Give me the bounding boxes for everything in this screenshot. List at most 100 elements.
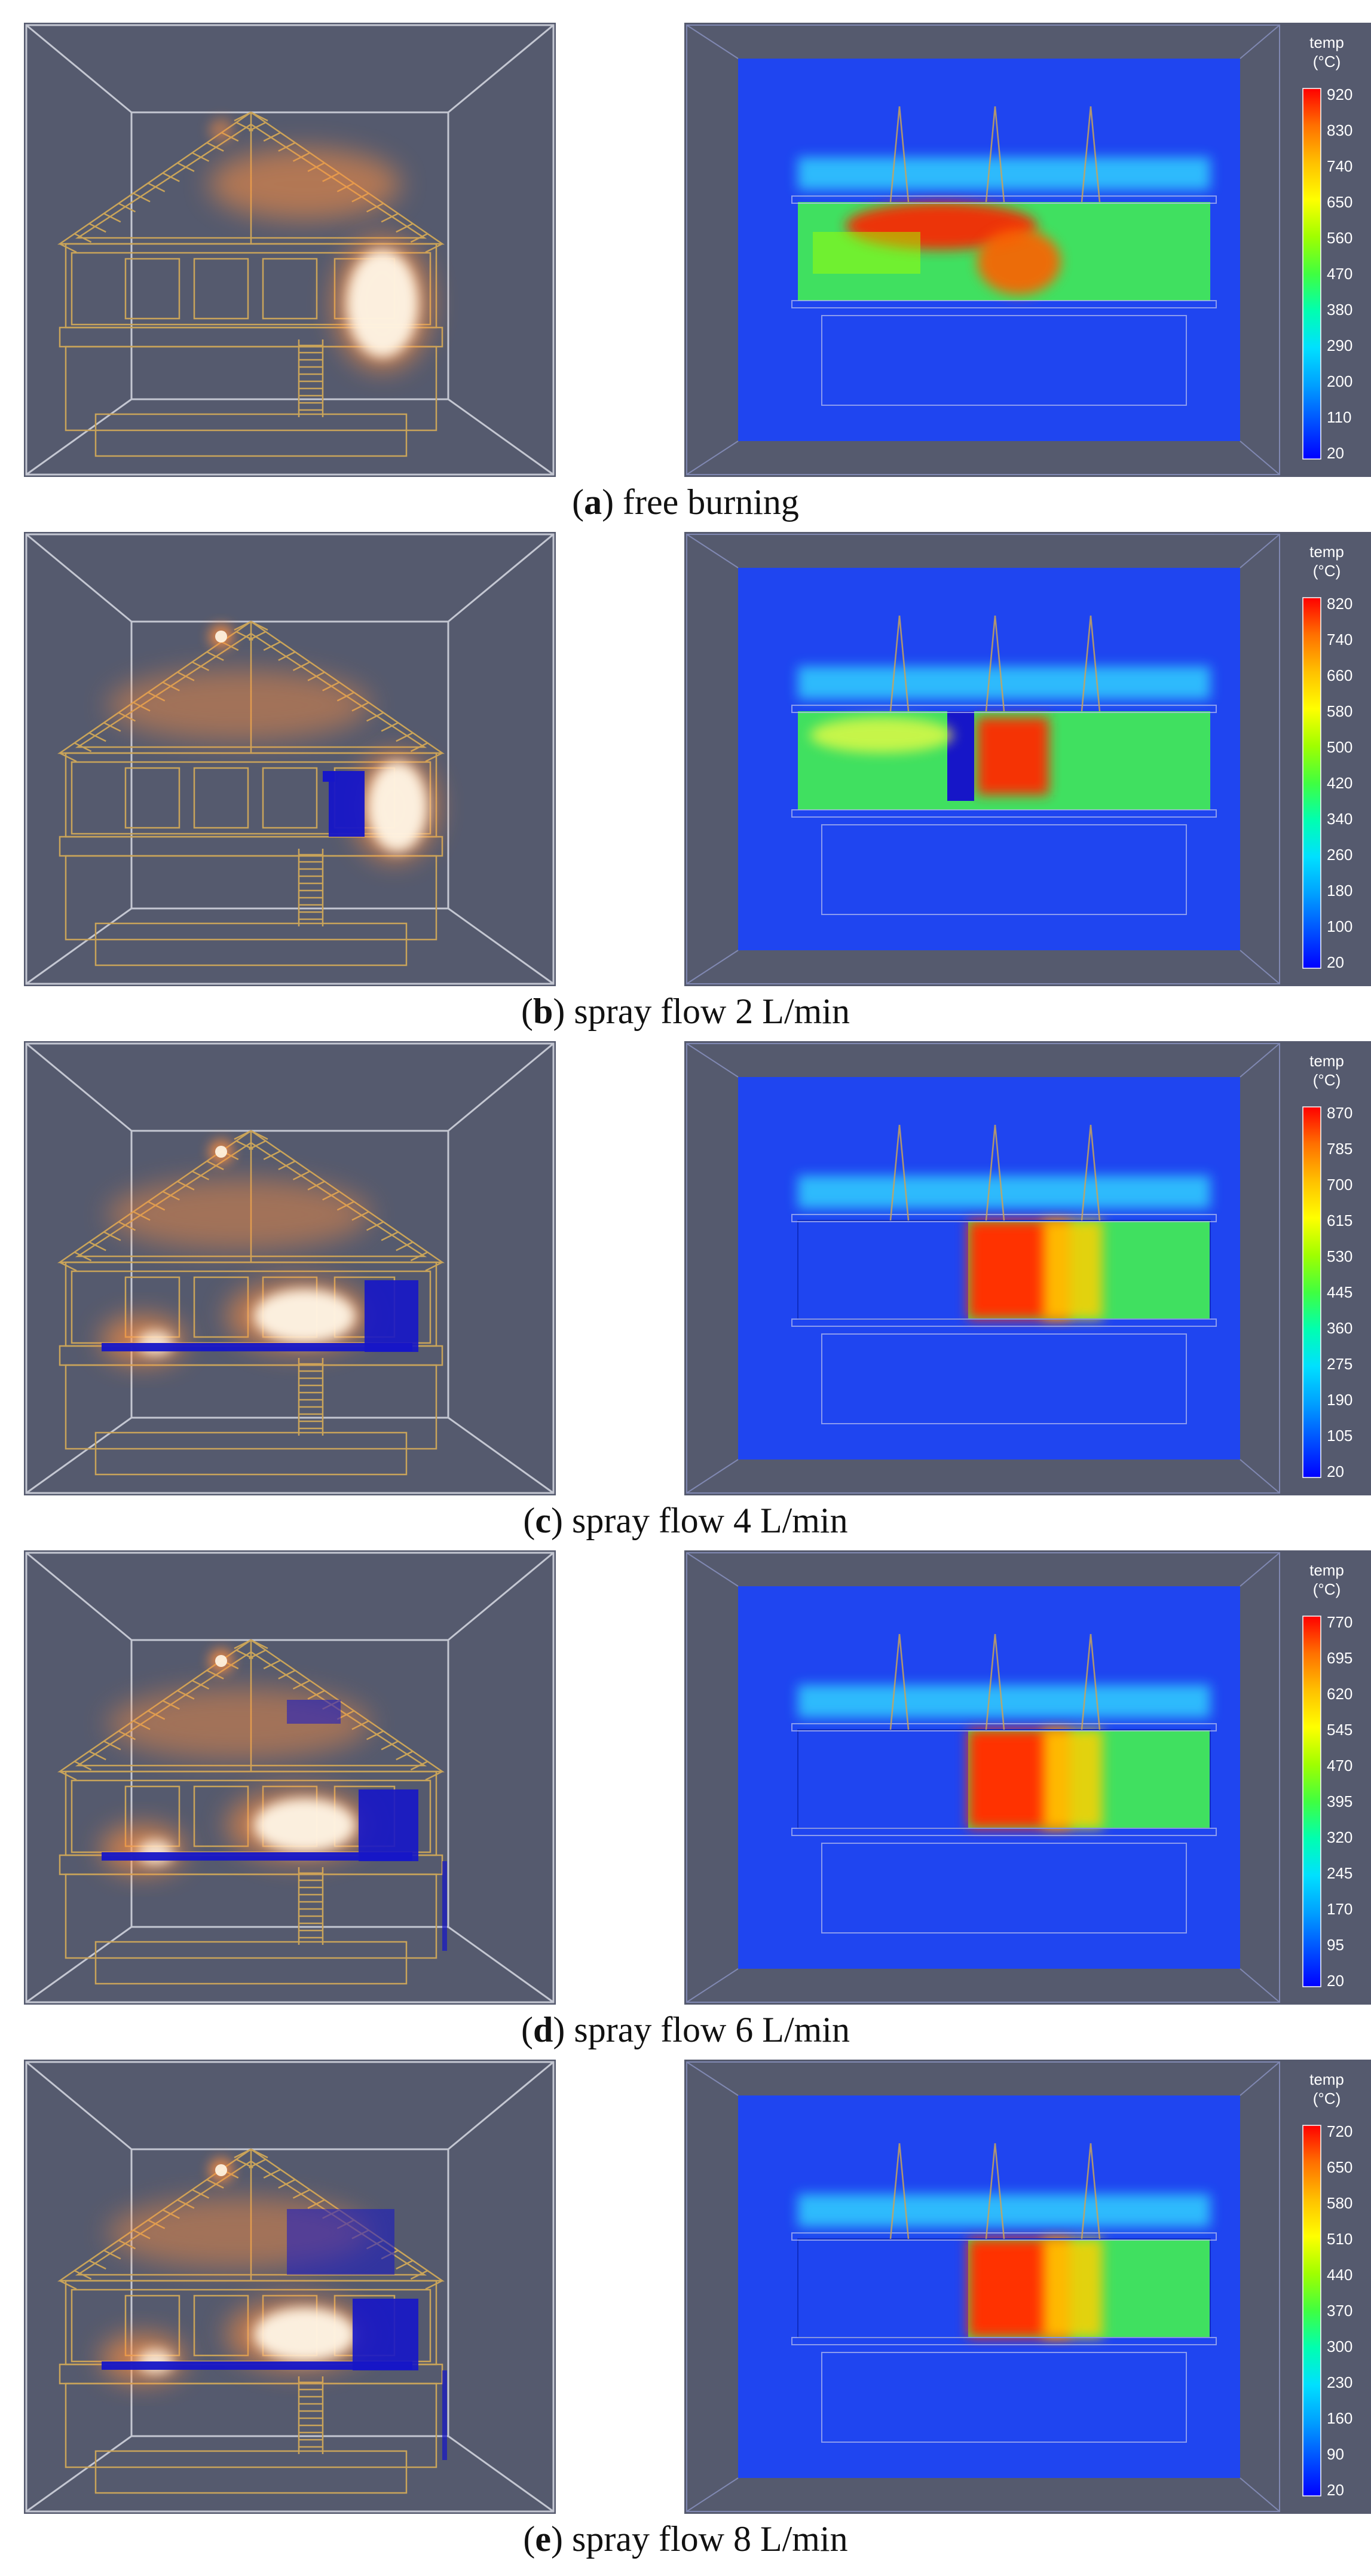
- colorbar-tick-label: 650: [1327, 2158, 1352, 2176]
- truss-outline: [889, 106, 1101, 203]
- panel-caption: (b) spray flow 2 L/min: [521, 992, 850, 1031]
- panel-caption: (a) free burning: [572, 482, 799, 522]
- legend-unit: (°C): [1313, 53, 1341, 71]
- colorbar-tick-label: 160: [1327, 2409, 1352, 2427]
- colorbar-tick-label: 510: [1327, 2230, 1352, 2248]
- fire-model-render: [24, 23, 556, 477]
- truss-outline: [889, 1633, 1101, 1730]
- colorbar-tick-label: 580: [1327, 2194, 1352, 2212]
- colorbar-tick-label: 445: [1327, 1283, 1352, 1301]
- scene-background: [24, 532, 556, 986]
- panel-caption: (c) spray flow 4 L/min: [523, 1501, 848, 1540]
- legend-title: temp: [1309, 33, 1344, 51]
- panel-caption-text: spray flow 4 L/min: [572, 1501, 848, 1540]
- colorbar-tick-label: 170: [1327, 1900, 1352, 1918]
- temperature-slab: [797, 1729, 1211, 1829]
- colorbar-tick-label: 545: [1327, 1721, 1352, 1739]
- truss-outline: [889, 1124, 1101, 1221]
- legend-title: temp: [1309, 1052, 1344, 1070]
- colorbar-tick-label: 720: [1327, 2122, 1352, 2140]
- colorbar-tick-label: 95: [1327, 1936, 1344, 1954]
- water-spray: [323, 771, 365, 837]
- legend-title: temp: [1309, 543, 1344, 561]
- colorbar-tick-label: 650: [1327, 193, 1352, 211]
- colorbar-tick-label: 920: [1327, 85, 1352, 103]
- colorbar-tick-label: 470: [1327, 1757, 1352, 1775]
- room-wireframe: [25, 2061, 555, 2513]
- water-spray: [102, 2209, 447, 2460]
- figure-panel-d: temp (°C) 770 695 620 545 470 395 320 245 170 95 20: [0, 1550, 1371, 2052]
- colorbar-tick-label: 870: [1327, 1104, 1352, 1122]
- legend-title: temp: [1309, 1561, 1344, 1579]
- figure-panel-b: temp (°C) 820 740 660 580 500 420 340 260 180 100 20: [0, 532, 1371, 1034]
- colorbar-tick-label: 290: [1327, 336, 1352, 354]
- colorbar-tick-label: 20: [1327, 953, 1344, 971]
- panel-caption-text: spray flow 8 L/min: [572, 2519, 848, 2559]
- temperature-slice-render: temp(°C) 820 740 660 580 500 420 340 260 180 100 20: [684, 532, 1371, 986]
- panel-letter: e: [535, 2519, 552, 2559]
- colorbar-tick-label: 470: [1327, 265, 1352, 283]
- room-wireframe: [25, 1042, 555, 1494]
- temperature-slice-render: temp(°C) 720 650 580 510 440 370 300 230 160 90 20: [684, 2060, 1371, 2514]
- colorbar-tick-label: 370: [1327, 2302, 1352, 2320]
- panel-caption-text: free burning: [623, 482, 799, 522]
- colorbar-tick-label: 20: [1327, 2481, 1344, 2499]
- colorbar-tick-label: 105: [1327, 1427, 1352, 1445]
- panel-caption: (e) spray flow 8 L/min: [523, 2519, 848, 2559]
- panel-caption-text: spray flow 2 L/min: [574, 992, 850, 1031]
- colorbar-tick-label: 360: [1327, 1319, 1352, 1337]
- fire-model-render: [24, 532, 556, 986]
- colorbar-tick-label: 785: [1327, 1140, 1352, 1158]
- room-wireframe: [25, 1552, 555, 2003]
- colorbar-tick-label: 695: [1327, 1649, 1352, 1667]
- temperature-slab: [798, 711, 1210, 810]
- colorbar-tick-label: 830: [1327, 121, 1352, 139]
- colorbar-tick-label: 420: [1327, 774, 1352, 792]
- fire-model-render: [24, 1550, 556, 2005]
- legend-unit: (°C): [1313, 1580, 1341, 1598]
- colorbar-tick-label: 100: [1327, 917, 1352, 935]
- scene-background: [24, 1550, 556, 2005]
- colorbar-tick-label: 380: [1327, 301, 1352, 319]
- scene-background: [24, 2060, 556, 2514]
- fire-model-render: [24, 2060, 556, 2514]
- temperature-colorbar: temp(°C) 770 695 620 545 470 395 320 245 170 95 20: [1282, 1550, 1371, 2005]
- colorbar-tick-label: 660: [1327, 666, 1352, 684]
- scene-background: [24, 23, 556, 477]
- colorbar-tick-label: 110: [1327, 408, 1351, 426]
- temperature-colorbar: temp(°C) 720 650 580 510 440 370 300 230 160 90 20: [1282, 2060, 1371, 2514]
- colorbar-tick-label: 20: [1327, 444, 1344, 462]
- colorbar-tick-label: 300: [1327, 2338, 1352, 2355]
- panel-letter: a: [584, 482, 602, 522]
- panel-caption: (d) spray flow 6 L/min: [521, 2010, 850, 2049]
- colorbar-tick-label: 180: [1327, 882, 1352, 900]
- figure-panel-a: temp (°C) 920 830 740 650 560 470 380 290 200 110 20: [0, 23, 1371, 525]
- room-wireframe: [25, 533, 555, 985]
- colorbar-tick-label: 20: [1327, 1972, 1344, 1990]
- colorbar-tick-label: 90: [1327, 2445, 1344, 2463]
- figure-panel-c: temp (°C) 870 785 700 615 530 445 360 275 190 105 20: [0, 1041, 1371, 1543]
- temperature-slice-render: temp (°C) 920 830 740 650 560 470 380 290 200 110 20: [684, 23, 1371, 477]
- legend-unit: (°C): [1313, 2089, 1341, 2107]
- colorbar-tick-label: 340: [1327, 810, 1352, 828]
- colorbar-tick-label: 320: [1327, 1828, 1352, 1846]
- colorbar-tick-label: 20: [1327, 1463, 1344, 1480]
- colorbar-tick-label: 500: [1327, 738, 1352, 756]
- panel-letter: d: [533, 2010, 553, 2049]
- colorbar-tick-label: 615: [1327, 1211, 1352, 1229]
- truss-outline: [889, 615, 1101, 712]
- legend-unit: (°C): [1313, 562, 1341, 580]
- truss-outline: [889, 2143, 1101, 2240]
- colorbar-tick-label: 740: [1327, 631, 1352, 648]
- colorbar-tick-label: 560: [1327, 229, 1352, 247]
- temperature-colorbar: temp(°C) 820 740 660 580 500 420 340 260 180 100 20: [1282, 532, 1371, 986]
- colorbar-tick-label: 190: [1327, 1391, 1352, 1409]
- colorbar-tick-label: 230: [1327, 2373, 1352, 2391]
- panel-letter: c: [535, 1501, 552, 1540]
- temperature-slab: [797, 1220, 1211, 1320]
- colorbar-tick-label: 620: [1327, 1685, 1352, 1703]
- colorbar-tick-label: 740: [1327, 157, 1352, 175]
- colorbar-tick-label: 200: [1327, 372, 1352, 390]
- water-spray: [102, 1280, 418, 1352]
- panel-caption-text: spray flow 6 L/min: [574, 2010, 850, 2049]
